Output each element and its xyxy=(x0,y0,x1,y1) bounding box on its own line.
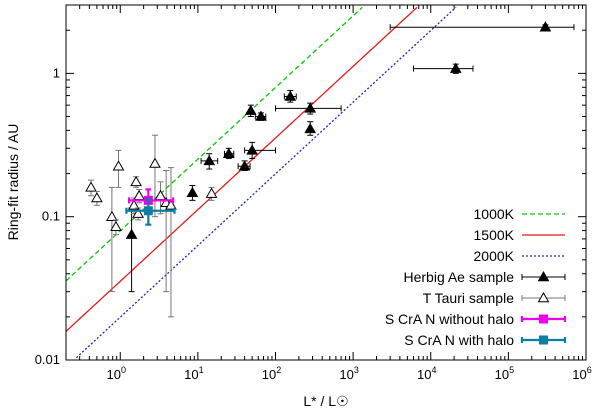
marker xyxy=(154,189,167,200)
marker xyxy=(255,110,267,121)
data-point xyxy=(244,141,277,159)
legend-marker xyxy=(539,335,548,345)
marker xyxy=(284,90,297,101)
ticks-layer xyxy=(65,4,587,361)
data-point xyxy=(186,185,199,201)
x-tick-label: 101 xyxy=(184,365,203,382)
x-tick-label: 102 xyxy=(262,365,281,382)
marker xyxy=(244,104,257,115)
data-point xyxy=(125,198,176,226)
marker xyxy=(112,160,125,171)
legend-entry: 2000K xyxy=(474,248,565,264)
data-point xyxy=(91,190,103,206)
x-tick-label: 104 xyxy=(417,365,436,382)
data-point xyxy=(112,149,125,188)
legend-label: T Tauri sample xyxy=(423,290,515,306)
data-point xyxy=(125,207,138,293)
x-tick-label: 105 xyxy=(495,365,514,382)
marker xyxy=(165,199,177,210)
legend-entry: S CrA N with halo xyxy=(404,332,567,348)
data-point xyxy=(149,134,161,218)
legend-entry: 1000K xyxy=(474,206,565,222)
data-point xyxy=(200,153,219,170)
legend-entry: Herbig Ae sample xyxy=(403,269,566,285)
data-point xyxy=(413,62,474,74)
data-point xyxy=(85,179,97,197)
legend-label: Herbig Ae sample xyxy=(403,269,514,285)
legend-label: S CrA N with halo xyxy=(404,332,514,348)
x-axis-label: L* / L☉ xyxy=(303,393,348,409)
legend-marker xyxy=(537,270,550,282)
x-tick-label: 100 xyxy=(107,365,126,382)
data-point xyxy=(222,147,235,159)
y-tick-label: 0.1 xyxy=(42,209,60,224)
data-point xyxy=(389,21,575,32)
marker xyxy=(132,207,145,218)
legend-entry: T Tauri sample xyxy=(423,290,566,306)
marker xyxy=(130,175,142,187)
marker xyxy=(238,160,251,171)
y-tick-label: 1 xyxy=(53,65,60,80)
legend-label: 1500K xyxy=(474,227,515,243)
marker xyxy=(304,102,317,113)
data-point xyxy=(237,160,251,172)
marker xyxy=(222,147,235,158)
data-point xyxy=(165,167,177,318)
data-point xyxy=(110,219,122,236)
marker xyxy=(149,157,161,168)
legend-marker xyxy=(537,291,550,303)
legend-label: S CrA N without halo xyxy=(385,311,514,327)
y-axis-label: Ring-fit radius / AU xyxy=(5,124,21,241)
marker xyxy=(304,122,317,134)
data-point xyxy=(244,104,257,118)
x-tick-label: 106 xyxy=(572,365,591,382)
marker xyxy=(205,187,218,198)
marker xyxy=(106,210,118,221)
marker xyxy=(186,186,199,197)
plot-frame xyxy=(65,4,587,361)
marker xyxy=(85,181,97,192)
marker xyxy=(128,199,140,210)
model-lines xyxy=(65,6,457,359)
legend: 1000K 1500K 2000K Herbig Ae sample T Tauri s… xyxy=(385,206,567,348)
data-point xyxy=(205,186,218,201)
data-point xyxy=(254,110,267,121)
legend-entry: 1500K xyxy=(474,227,565,243)
data-point xyxy=(283,89,297,103)
legend-entry: S CrA N without halo xyxy=(385,311,567,327)
legend-label: 2000K xyxy=(474,248,515,264)
marker xyxy=(203,154,216,166)
marker xyxy=(539,21,552,32)
legend-marker xyxy=(539,314,548,324)
data-point xyxy=(304,121,317,136)
y-tick-label: 0.01 xyxy=(35,352,60,367)
marker xyxy=(125,228,138,239)
legend-label: 1000K xyxy=(474,206,515,222)
data-points xyxy=(85,21,575,318)
data-point xyxy=(106,186,118,293)
marker xyxy=(110,220,122,232)
tick-labels: 100 101 102 103 104 105 106 0.01 0.1 1 xyxy=(35,65,592,382)
marker xyxy=(449,62,462,73)
x-tick-label: 103 xyxy=(339,365,358,382)
marker xyxy=(143,206,153,216)
data-point xyxy=(130,175,142,188)
data-point xyxy=(154,181,167,215)
data-point xyxy=(160,170,172,293)
marker xyxy=(91,192,103,203)
marker xyxy=(133,189,145,200)
model-line-1000K xyxy=(65,6,363,282)
marker xyxy=(246,144,258,155)
data-point xyxy=(275,102,342,115)
